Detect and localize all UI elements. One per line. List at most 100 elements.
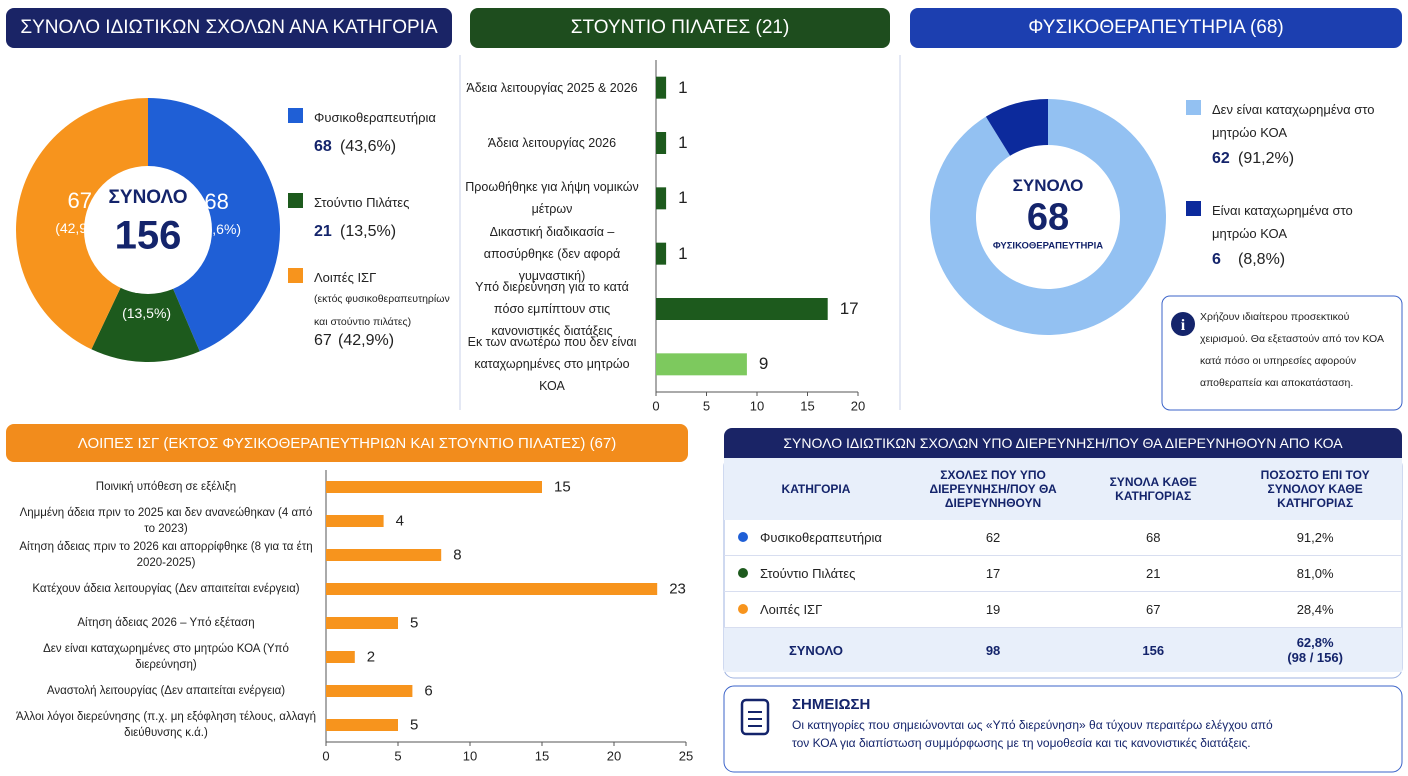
table-cell: 21: [1078, 555, 1229, 592]
table-cell: 62: [907, 520, 1079, 556]
table-cell: 28,4%: [1228, 591, 1402, 628]
legend-percent: (43,6%): [340, 138, 397, 155]
slice-percent: (13,5%): [122, 304, 172, 321]
bar-value-label: 9: [758, 354, 769, 374]
legend-value: 67: [314, 332, 332, 349]
legend-value: 21: [314, 223, 332, 240]
x-tick-label: 5: [702, 398, 711, 414]
bar-value-label: 6: [424, 682, 433, 700]
panel-title: ΦΥΣΙΚΟΘΕΡΑΠΕΥΤΗΡΙΑ (68): [910, 8, 1402, 48]
table-cell: Λοιπές ΙΣΓ: [724, 591, 908, 628]
cell-text: 81,0%: [1296, 566, 1334, 581]
cell-text: 28,4%: [1296, 602, 1334, 617]
table-title: ΣΥΝΟΛΟ ΙΔΙΩΤΙΚΩΝ ΣΧΟΛΩΝ ΥΠΟ ΔΙΕΡΕΥΝΗΣΗ/Π…: [724, 428, 1402, 458]
info-icon: [1171, 312, 1195, 336]
legend-swatch: [1186, 100, 1201, 115]
bar: [656, 353, 747, 376]
bar-value-label: 17: [839, 299, 859, 318]
x-tick-label: 5: [394, 748, 402, 764]
cell-text: ΣΥΝΟΛΟ: [788, 642, 844, 658]
bar-value-label: 1: [678, 77, 688, 97]
bar: [656, 187, 667, 210]
table-cell: 19: [907, 591, 1079, 628]
legend-value: 68: [314, 138, 332, 155]
bar: [326, 719, 398, 731]
column-header: ΣΧΟΛΕΣ ΠΟΥ ΥΠΟ ΔΙΕΡΕΥΝΗΣΗ/ΠΟΥ ΘΑ ΔΙΕΡΕΥΝ…: [907, 458, 1079, 520]
legend-label: Είναι καταχωρημένα στο μητρώο ΚΟΑ: [1212, 203, 1353, 241]
bar-value-label: 1: [678, 243, 688, 263]
table-row: Λοιπές ΙΣΓ 19 67 28,4%: [724, 591, 1402, 628]
table-cell: Στούντιο Πιλάτες: [724, 555, 908, 592]
category-label: Άδεια λειτουργίας 2026: [487, 136, 617, 150]
cell-text: 19: [985, 602, 1001, 617]
legend-label: Φυσικοθεραπευτήρια: [314, 110, 436, 125]
legend-swatch: [288, 193, 303, 208]
bar: [656, 242, 667, 265]
row-dot: [738, 532, 748, 542]
category-label: Προωθήθηκε για λήψη νομικών μέτρων: [465, 180, 639, 217]
bar: [656, 76, 667, 99]
x-tick-label: 25: [678, 748, 694, 764]
bar: [326, 651, 355, 663]
table-cell: 81,0%: [1228, 555, 1402, 592]
x-tick-label: 20: [606, 748, 622, 764]
x-tick-label: 0: [322, 748, 330, 764]
cell-text: 21: [1145, 566, 1161, 581]
bar: [656, 298, 828, 320]
x-tick-label: 10: [749, 398, 765, 414]
info-text: Χρήζουν ιδιαίτερου προσεκτικού χειρισμού…: [1200, 311, 1384, 389]
panel-title: ΣΥΝΟΛΟ ΙΔΙΩΤΙΚΩΝ ΣΧΟΛΩΝ ΑΝΑ ΚΑΤΗΓΟΡΙΑ: [6, 8, 452, 48]
category-label: Άδεια λειτουργίας 2025 & 2026: [466, 80, 638, 95]
x-tick-label: 0: [652, 398, 660, 414]
center-title: ΣΥΝΟΛΟ: [108, 187, 188, 208]
bar: [326, 549, 442, 561]
bar: [326, 617, 398, 629]
slice-percent: (43,6%): [192, 220, 242, 237]
column-header: ΣΥΝΟΛΑ ΚΑΘΕ ΚΑΤΗΓΟΡΙΑΣ: [1078, 458, 1229, 520]
slice-value: 21: [134, 272, 159, 298]
donut-slice: [985, 99, 1048, 156]
table-cell: 17: [907, 555, 1079, 592]
column-header: ΠΟΣΟΣΤΟ ΕΠΙ ΤΟΥ ΣΥΝΟΛΟΥ ΚΑΘΕ ΚΑΤΗΓΟΡΙΑΣ: [1228, 458, 1402, 520]
bar-value-label: 23: [669, 580, 686, 598]
category-label: Υπό διερεύνηση για το κατά πόσο εμπίπτου…: [475, 280, 629, 338]
table-row: Στούντιο Πιλάτες 17 21 81,0%: [724, 555, 1402, 592]
bar-value-label: 8: [453, 546, 462, 564]
column-header: ΚΑΤΗΓΟΡΙΑ: [724, 458, 908, 520]
category-label: Αναστολή λειτουργίας (Δεν απαιτείται ενέ…: [46, 685, 286, 697]
center-subtitle: ΦΥΣΙΚΟΘΕΡΑΠΕΥΤΗΡΙΑ: [992, 240, 1104, 252]
cell-text: 62,8%: [1296, 635, 1334, 650]
slice-value: 68: [204, 188, 229, 214]
table: ΚΑΤΗΓΟΡΙΑ ΣΧΟΛΕΣ ΠΟΥ ΥΠΟ ΔΙΕΡΕΥΝΗΣΗ/ΠΟΥ Θ…: [724, 458, 1402, 672]
cell-text: Στούντιο Πιλάτες: [760, 566, 856, 581]
legend-label: Στούντιο Πιλάτες: [314, 195, 410, 210]
x-tick-label: 15: [534, 748, 550, 764]
row-dot: [738, 568, 748, 578]
cell-text: 67: [1145, 602, 1161, 617]
legend-percent: (91,2%): [1238, 150, 1295, 167]
legend-label: Δεν είναι καταχωρημένα στο μητρώο ΚΟΑ: [1212, 102, 1375, 140]
bar: [656, 132, 667, 154]
bar: [326, 583, 658, 595]
bar-value-label: 5: [410, 614, 419, 632]
category-label: Αίτηση άδειας πριν το 2026 και απορρίφθη…: [19, 541, 313, 569]
slice-value: 67: [67, 187, 92, 213]
bar: [326, 515, 384, 527]
cell-text: Λοιπές ΙΣΓ: [760, 602, 823, 617]
note-frame: [723, 685, 1403, 773]
category-label: Λημμένη άδεια πριν το 2025 και δεν ανανε…: [19, 507, 313, 535]
center-total: 68: [1026, 196, 1070, 239]
info-icon-glyph: i: [1181, 317, 1186, 334]
donut-slice: [929, 99, 1166, 335]
table-row: Φυσικοθεραπευτήρια 62 68 91,2%: [724, 520, 1402, 556]
cell-text: (98 / 156): [1287, 650, 1343, 665]
category-label: Αίτηση άδειας 2026 – Υπό εξέταση: [77, 617, 255, 629]
slice-percent: (42,9%): [55, 219, 105, 236]
category-label: Άλλοι λόγοι διερεύνησης (π.χ. μη εξόφλησ…: [15, 711, 317, 739]
category-label: Δικαστική διαδικασία – αποσύρθηκε (δεν α…: [483, 224, 621, 283]
note-title: ΣΗΜΕΙΩΣΗ: [792, 696, 871, 713]
legend-swatch: [1186, 201, 1201, 216]
bar: [326, 685, 413, 697]
note-text: Οι κατηγορίες που σημειώνονται ως «Υπό δ…: [792, 718, 1273, 750]
